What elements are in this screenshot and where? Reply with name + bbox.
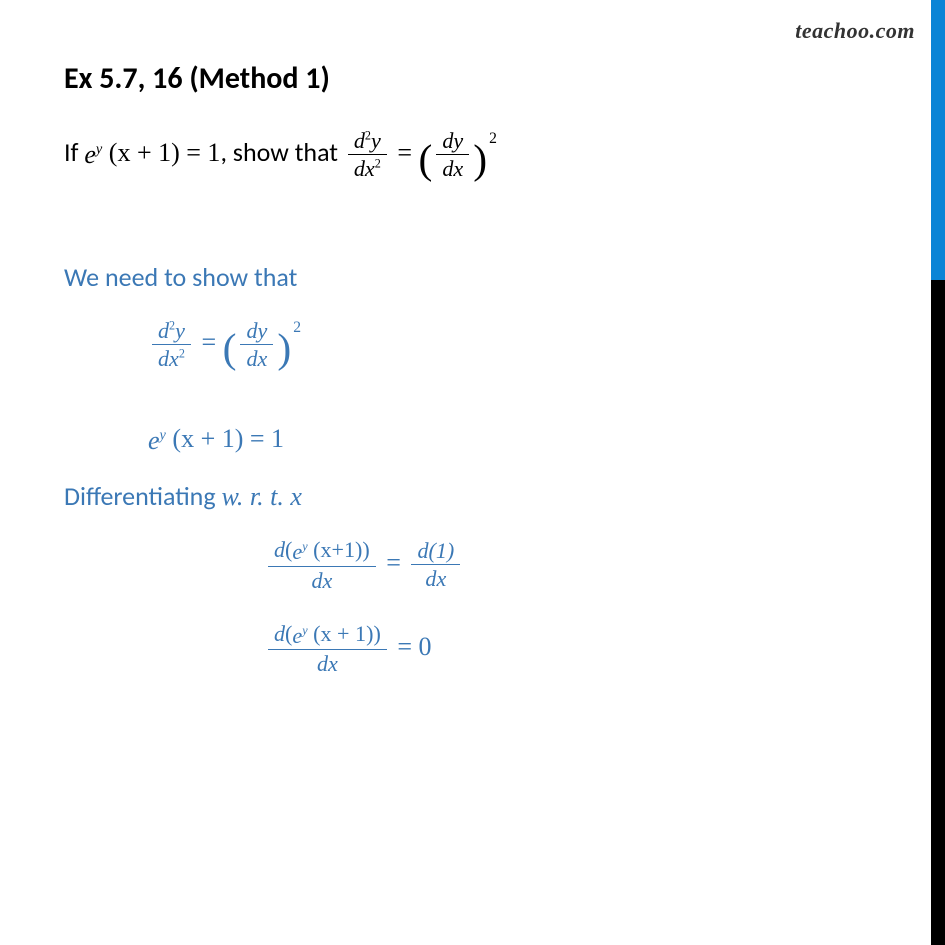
step-derivative-eq0: d(ey (x + 1))dx = 0 — [264, 622, 884, 676]
content-area: Ex 5.7, 16 (Method 1) If ey (x + 1) = 1,… — [64, 60, 884, 705]
side-stripe-black — [931, 280, 945, 945]
differentiating-label: Differentiating w. r. t. x — [64, 480, 884, 512]
prompt-mid: , show that — [220, 136, 343, 168]
frac-d2y-dx2: d2ydx2 — [348, 129, 387, 180]
dy-dx-squared: (dydx)2 — [418, 138, 496, 167]
page-root: teachoo.com Ex 5.7, 16 (Method 1) If ey … — [0, 0, 945, 945]
step-derivative-eq1: d(ey (x+1))dx = d(1)dx — [264, 538, 884, 592]
side-stripe-blue — [931, 0, 945, 280]
prompt-pre: If — [64, 136, 84, 168]
math-xp1: (x + 1) = 1 — [102, 138, 220, 167]
given-equation: ey (x + 1) = 1 — [148, 424, 884, 456]
target-equation: d2ydx2 = (dydx)2 — [148, 319, 884, 370]
watermark: teachoo.com — [795, 18, 915, 44]
problem-statement: If ey (x + 1) = 1, show that d2ydx2 = (d… — [64, 129, 884, 181]
exercise-heading: Ex 5.7, 16 (Method 1) — [64, 60, 884, 97]
frac-d2y-dx2-b: d2ydx2 — [152, 319, 191, 370]
we-need-to-show: We need to show that — [64, 261, 884, 293]
math-ey: ey — [84, 140, 102, 170]
eq-sign: = — [391, 138, 419, 167]
